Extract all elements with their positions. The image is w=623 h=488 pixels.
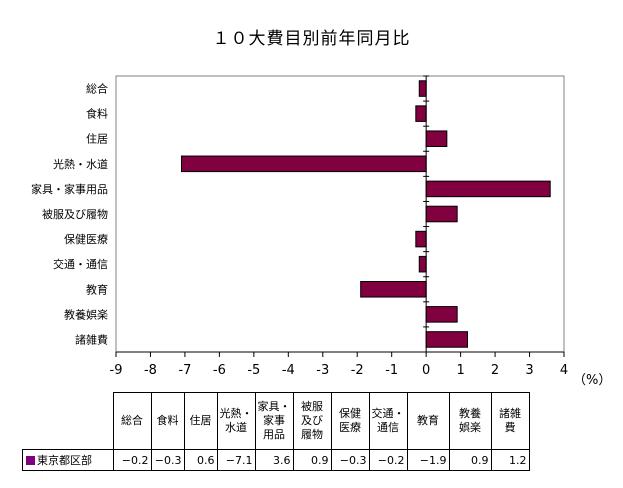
table-header-9: 教育	[406, 392, 450, 450]
table-header-3: 住居	[183, 392, 218, 450]
table-header-8: 交通・ 通信	[368, 392, 408, 450]
category-label: 交通・通信	[53, 257, 108, 271]
bar-6	[425, 205, 458, 223]
table-cell-8: −0.2	[368, 449, 408, 471]
bar-4	[180, 155, 427, 173]
category-label: 諸雑費	[75, 332, 108, 346]
x-tick-label: 4	[560, 363, 568, 378]
table-header-11: 諸雑 費	[490, 392, 530, 450]
table-header-6: 被服 及び 履物	[292, 392, 332, 450]
table-header-2: 食料	[150, 392, 185, 450]
category-label: 教養娯楽	[64, 307, 108, 321]
bar-5	[425, 180, 551, 198]
x-tick-label: 2	[491, 363, 499, 378]
table-cell-6: 0.9	[292, 449, 332, 471]
bar-1	[418, 80, 427, 97]
category-label: 住居	[86, 132, 108, 146]
plot-area	[115, 75, 565, 353]
data-table: 総合 食料 住居 光熱・ 水道 家具・ 家事 用品 被服 及び 履物 保健 医療 交通・ 通信…	[22, 392, 530, 471]
table-cell-5: 3.6	[254, 449, 294, 471]
bar-2	[415, 105, 427, 122]
bar-3	[425, 130, 448, 148]
x-tick-label: -4	[282, 363, 295, 378]
table-header-row: 総合 食料 住居 光熱・ 水道 家具・ 家事 用品 被服 及び 履物 保健 医療 交通・ 通信…	[23, 392, 530, 450]
table-cell-10: 0.9	[448, 449, 492, 471]
category-label: 家具・家事用品	[31, 182, 108, 196]
chart-title: １０大費目別前年同月比	[212, 29, 411, 49]
table-header-5: 家具・ 家事 用品	[254, 392, 294, 450]
x-tick-label: -3	[316, 363, 329, 378]
bar-10	[425, 306, 458, 323]
bar-9	[360, 280, 427, 298]
table-header-10: 教養 娯楽	[448, 392, 492, 450]
x-tick-label: -9	[110, 363, 123, 378]
x-tick-label: 0	[422, 363, 430, 378]
bar-7	[415, 230, 427, 248]
table-cell-11: 1.2	[490, 449, 530, 471]
table-header-1: 総合	[112, 392, 152, 450]
category-label: 教育	[86, 282, 108, 296]
category-label: 被服及び履物	[42, 207, 108, 221]
x-tick-label: -7	[178, 363, 191, 378]
table-cell-7: −0.3	[330, 449, 370, 471]
bar-8	[418, 255, 427, 273]
x-tick-label: -2	[351, 363, 364, 378]
table-cell-4: −7.1	[216, 449, 256, 471]
table-corner	[23, 393, 114, 450]
category-label: 総合	[86, 82, 108, 96]
category-label: 保健医療	[64, 232, 108, 246]
x-tick-label: -6	[213, 363, 226, 378]
table-row: 東京都区部 −0.2 −0.3 0.6 −7.1 3.6 0.9 −0.3 −0.2 −1.9 0…	[22, 449, 530, 471]
table-cell-3: 0.6	[183, 449, 218, 471]
x-tick-label: -1	[385, 363, 398, 378]
table-header-7: 保健 医療	[330, 392, 370, 450]
table-header-4: 光熱・ 水道	[216, 392, 256, 450]
x-tick-label: 3	[525, 363, 533, 378]
x-tick-label: -5	[247, 363, 260, 378]
table-cell-1: −0.2	[112, 449, 152, 471]
category-label: 光熱・水道	[53, 157, 108, 171]
series-name: 東京都区部	[37, 454, 92, 467]
bar-chart: 総合食料住居光熱・水道家具・家事用品被服及び履物保健医療交通・通信教育教養娯楽諸…	[31, 75, 568, 378]
x-tick-label: -8	[144, 363, 157, 378]
category-label: 食料	[86, 107, 108, 121]
unit-label: （%）	[573, 373, 612, 388]
series-label: 東京都区部	[22, 449, 114, 471]
table-cell-2: −0.3	[150, 449, 185, 471]
bar-11	[425, 331, 469, 348]
x-tick-label: 1	[456, 363, 464, 378]
table-cell-9: −1.9	[406, 449, 450, 471]
legend-swatch	[26, 456, 35, 465]
